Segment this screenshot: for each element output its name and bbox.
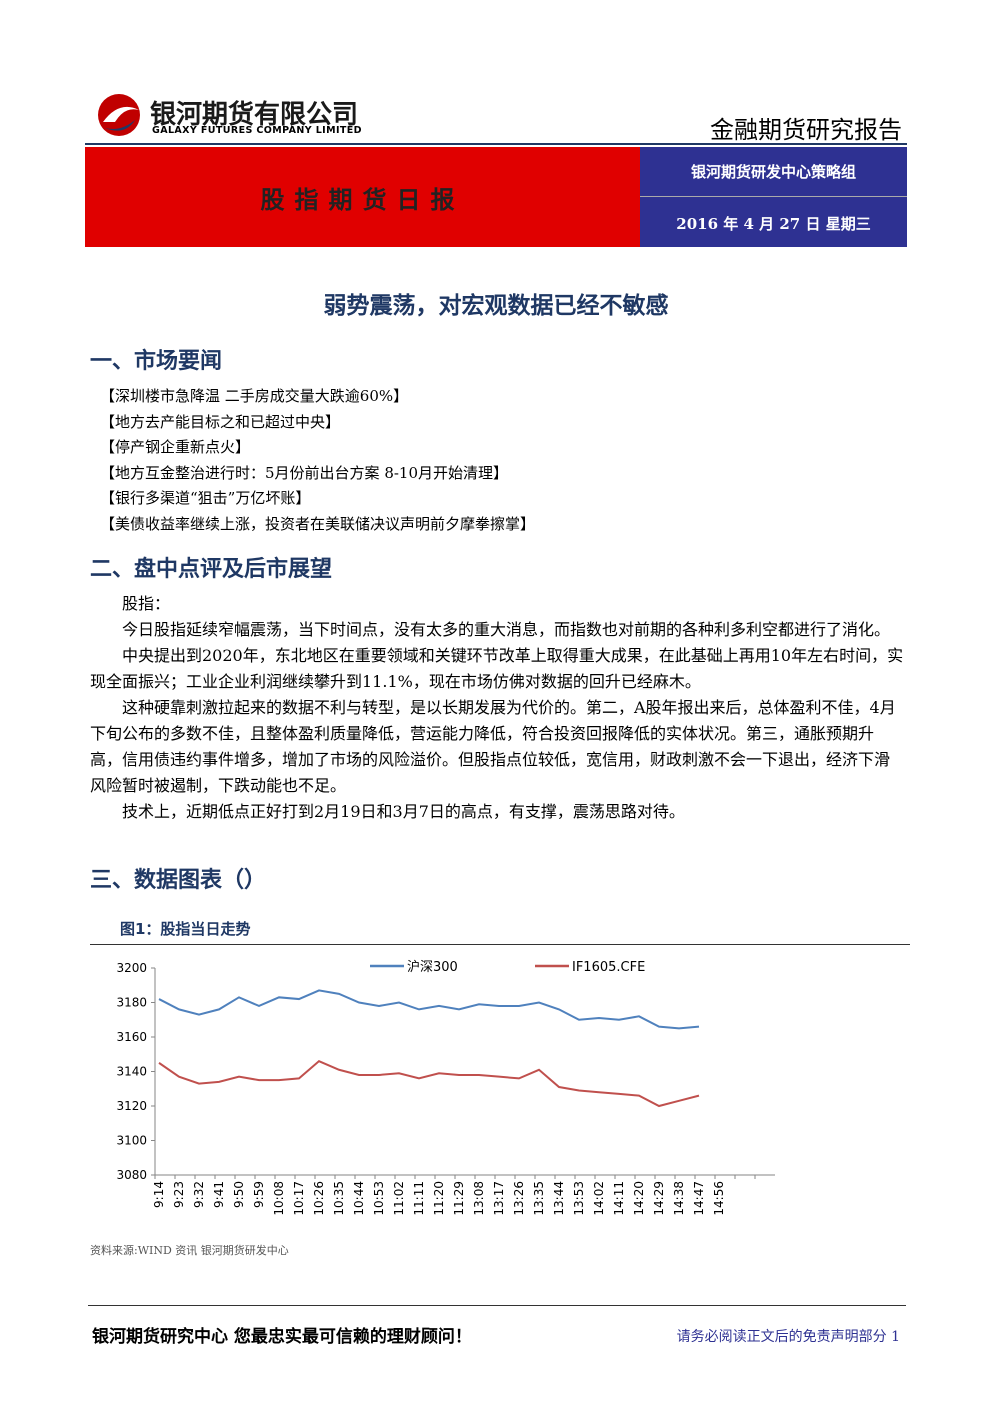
x-tick-label: 10:26: [312, 1181, 326, 1216]
x-tick-label: 9:14: [152, 1181, 166, 1208]
rule: [85, 143, 907, 145]
x-tick-label: 9:50: [232, 1181, 246, 1208]
x-tick-label: 11:20: [432, 1181, 446, 1216]
section-heading: 一、市场要闻: [90, 349, 223, 374]
company-en: GALAXY FUTURES COMPANY LIMITED: [152, 125, 362, 136]
rule: [88, 1305, 906, 1306]
report-name: 股指期货日报: [85, 147, 640, 247]
news-list: 【深圳楼市急降温 二手房成交量大跌逾60%】 【地方去产能目标之和已超过中央】 【停…: [100, 384, 535, 537]
legend-label: IF1605.CFE: [572, 960, 645, 975]
report-type: 金融期货研究报告: [710, 116, 902, 144]
x-tick-label: 10:44: [352, 1181, 366, 1216]
x-tick-label: 14:20: [632, 1181, 646, 1216]
x-tick-label: 9:41: [212, 1181, 226, 1208]
x-tick-label: 10:35: [332, 1181, 346, 1216]
x-tick-label: 10:53: [372, 1181, 386, 1216]
x-tick-label: 13:53: [572, 1181, 586, 1216]
logo: [98, 94, 140, 136]
footer-right: 请务必阅读正文后的免责声明部分 1: [677, 1326, 900, 1346]
paragraph: 中央提出到2020年，东北地区在重要领域和关键环节改革上取得重大成果，在此基础上…: [90, 646, 904, 691]
x-tick-label: 14:11: [612, 1181, 626, 1216]
x-tick-label: 10:17: [292, 1181, 306, 1216]
y-tick-label: 3160: [116, 1030, 147, 1044]
company: 银河期货有限公司: [150, 100, 359, 130]
legend-label: 沪深300: [407, 959, 458, 975]
x-tick-label: 9:59: [252, 1181, 266, 1208]
disclaimer: 请务必阅读正文后的免责声明部分: [676, 1329, 887, 1345]
rule: [90, 944, 910, 945]
page-number: 1: [891, 1329, 900, 1345]
slogan: 银河期货研究中心 您最忠实最可信赖的理财顾问！: [92, 1327, 472, 1347]
section-heading: 三、数据图表（）: [90, 868, 267, 893]
paragraph: 技术上，近期低点正好打到2月19日和3月7日的高点，有支撑，震荡思路对待。: [122, 802, 685, 821]
x-tick-label: 14:29: [652, 1181, 666, 1216]
news-item: 【美债收益率继续上涨，投资者在美联储决议声明前夕摩拳擦掌】: [100, 514, 536, 533]
x-tick-label: 9:32: [192, 1181, 206, 1208]
chart: 3080 3100 3120 3140 3160 3180 3200 9:14 9:23 9:32…: [116, 959, 775, 1216]
y-tick-label: 3180: [116, 996, 147, 1010]
date: 2016 年 4 月 27 日 星期三: [676, 215, 871, 233]
y-tick-label: 3140: [116, 1065, 147, 1079]
x-tick-label: 14:02: [592, 1181, 606, 1216]
x-tick-label: 14:56: [712, 1181, 726, 1216]
commentary: 股指： 今日股指延续窄幅震荡，当下时间点，没有太多的重大消息，而指数也对前期的各种…: [90, 591, 905, 825]
x-tick-label: 10:08: [272, 1181, 286, 1216]
y-tick-label: 3100: [116, 1134, 147, 1148]
team: 银河期货研发中心策略组: [690, 163, 856, 181]
x-tick-label: 13:35: [532, 1181, 546, 1216]
x-tick-label: 14:47: [692, 1181, 706, 1216]
x-tick-label: 11:02: [392, 1181, 406, 1216]
paragraph: 股指：: [122, 594, 171, 613]
news-item: 【银行多渠道“狙击”万亿坏账】: [100, 489, 311, 507]
x-tick-label: 11:11: [412, 1181, 426, 1216]
news-item: 【深圳楼市急降温 二手房成交量大跌逾60%】: [100, 387, 409, 405]
paragraph: 今日股指延续窄幅震荡，当下时间点，没有太多的重大消息，而指数也对前期的各种利多利…: [122, 620, 891, 639]
section-heading: 二、盘中点评及后市展望: [90, 557, 333, 582]
x-tick-label: 13:26: [512, 1181, 526, 1216]
x-tick-label: 11:29: [452, 1181, 466, 1216]
y-tick-label: 3080: [116, 1168, 147, 1182]
news-item: 【地方去产能目标之和已超过中央】: [100, 412, 341, 431]
headline: 弱势震荡，对宏观数据已经不敏感: [323, 293, 669, 319]
news-item: 【地方互金整治进行时：5月份前出台方案 8-10月开始清理】: [100, 463, 509, 482]
paragraph: 这种硬靠刺激拉起来的数据不利与转型，是以长期发展为代价的。第二，A股年报出来后，…: [90, 698, 896, 795]
data-line: [158, 989, 700, 1030]
x-tick-label: 13:44: [552, 1181, 566, 1216]
data-line: [158, 1059, 700, 1108]
x-tick-label: 13:08: [472, 1181, 486, 1216]
y-tick-label: 3200: [116, 961, 147, 975]
y-tick-label: 3120: [116, 1099, 147, 1113]
info-box: 银河期货研发中心策略组 2016 年 4 月 27 日 星期三: [640, 147, 907, 247]
x-tick-label: 13:17: [492, 1181, 506, 1216]
x-tick-label: 14:38: [672, 1181, 686, 1216]
source: 资料来源:WIND 资讯 银河期货研发中心: [90, 1244, 289, 1257]
news-item: 【停产钢企重新点火】: [100, 438, 251, 456]
chart-title: 图1：股指当日走势: [120, 920, 251, 938]
x-tick-label: 9:23: [172, 1181, 186, 1208]
